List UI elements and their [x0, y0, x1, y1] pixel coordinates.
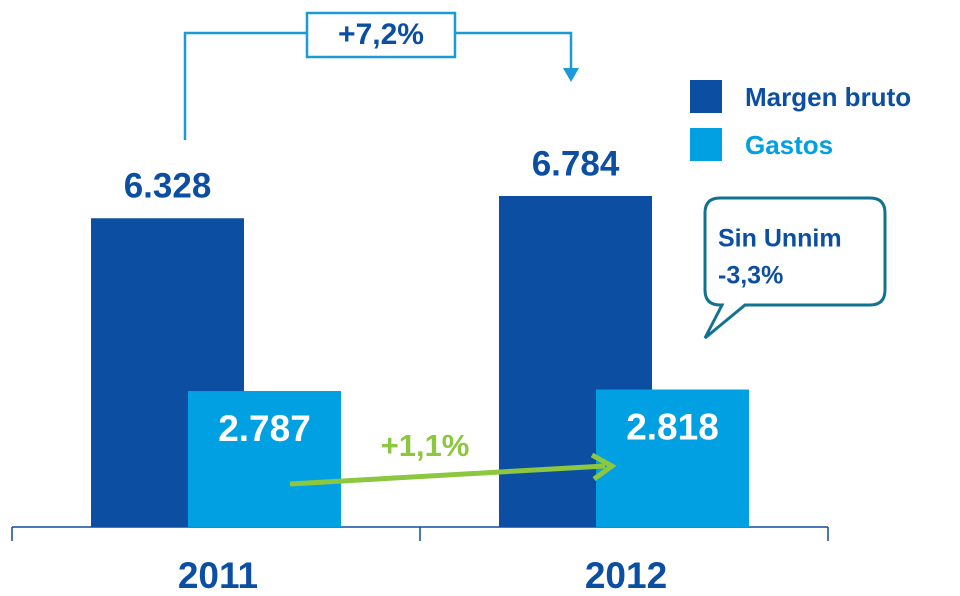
growth-bracket [183, 11, 579, 140]
bar [596, 389, 749, 527]
annotation: -3,3% [718, 262, 783, 290]
trend-arrowhead [590, 452, 617, 482]
value-label: 2.818 [626, 406, 719, 447]
value-label: 6.784 [532, 144, 620, 183]
annotation: +1,1% [381, 428, 470, 463]
bracket-line [455, 31, 573, 70]
x-tick-label: 2012 [585, 555, 667, 596]
bar [188, 391, 341, 527]
legend-label: Margen bruto [745, 82, 911, 112]
value-label: 2.787 [218, 408, 311, 449]
legend-swatch [690, 80, 722, 113]
legend-swatch [690, 128, 722, 161]
annotation: Sin Unnim [718, 225, 842, 253]
callout-bubble [703, 196, 887, 340]
bracket-box [305, 11, 457, 59]
value-label: 6.328 [124, 166, 212, 205]
trend-arrow [289, 463, 606, 487]
annotation: +7,2% [338, 18, 424, 51]
overlay: +1,1% [289, 428, 617, 487]
x-axis [11, 526, 829, 541]
bracket-arrowhead [563, 68, 579, 82]
x-tick-label: 2011 [178, 555, 258, 596]
legend-label: Gastos [745, 130, 833, 160]
bars: 6.328 6.784 2.787 2.818 [91, 144, 749, 527]
bracket-line [183, 31, 307, 140]
